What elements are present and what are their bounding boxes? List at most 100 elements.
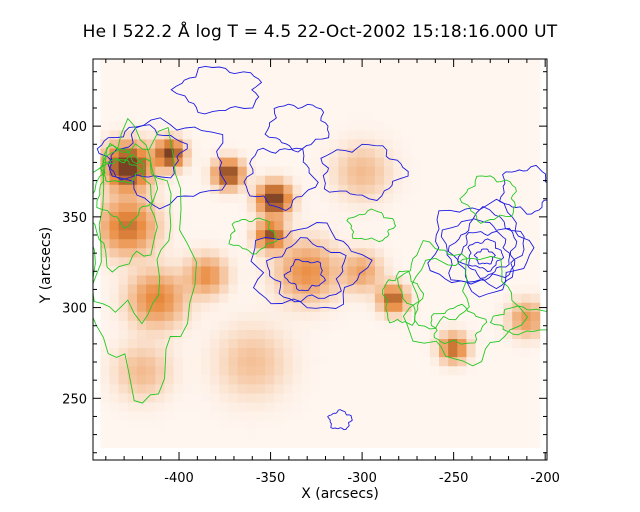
image-pixel (438, 184, 449, 194)
image-pixel (118, 202, 129, 213)
image-pixel (384, 66, 394, 76)
image-pixel (155, 429, 165, 439)
image-pixel (191, 274, 202, 285)
image-pixel (237, 111, 248, 122)
image-pixel (191, 66, 202, 76)
image-pixel (429, 102, 440, 113)
image-pixel (329, 401, 339, 412)
image-pixel (255, 193, 266, 203)
image-pixel (292, 411, 303, 421)
image-pixel (356, 374, 367, 385)
image-pixel (466, 374, 477, 385)
image-pixel (384, 320, 394, 330)
image-pixel (100, 438, 111, 448)
image-pixel (503, 75, 513, 85)
image-pixel (338, 284, 349, 294)
image-pixel (374, 220, 385, 231)
image-pixel (274, 284, 284, 294)
image-pixel (292, 129, 303, 140)
image-pixel (265, 211, 275, 222)
image-pixel (255, 392, 266, 403)
image-pixel (521, 66, 532, 76)
image-pixel (402, 84, 413, 95)
image-pixel (219, 392, 230, 403)
image-pixel (210, 247, 220, 258)
image-pixel (146, 320, 156, 330)
image-pixel (201, 229, 211, 240)
image-pixel (530, 256, 541, 267)
image-pixel (219, 238, 230, 249)
image-pixel (219, 265, 230, 276)
image-pixel (201, 411, 211, 421)
image-pixel (402, 138, 413, 149)
image-pixel (512, 211, 522, 222)
image-pixel (136, 365, 147, 376)
image-pixel (475, 420, 486, 430)
image-pixel (219, 247, 230, 258)
image-pixel (210, 238, 220, 249)
image-pixel (274, 120, 284, 131)
image-pixel (173, 411, 184, 421)
image-pixel (228, 75, 239, 85)
image-pixel (530, 229, 541, 240)
image-pixel (283, 220, 294, 231)
image-pixel (365, 229, 376, 240)
image-pixel (283, 175, 294, 185)
image-pixel (265, 229, 275, 240)
image-pixel (411, 93, 422, 104)
image-pixel (493, 383, 504, 394)
image-pixel (274, 329, 284, 340)
image-pixel (493, 411, 504, 421)
image-pixel (265, 265, 275, 276)
image-pixel (237, 247, 248, 258)
image-pixel (393, 75, 403, 85)
image-pixel (155, 265, 165, 276)
image-pixel (265, 75, 275, 85)
image-pixel (493, 293, 504, 303)
image-pixel (210, 392, 220, 403)
image-pixel (283, 265, 294, 276)
image-pixel (320, 411, 330, 421)
image-pixel (530, 365, 541, 376)
image-pixel (503, 138, 513, 149)
image-pixel (246, 93, 257, 104)
image-pixel (356, 193, 367, 203)
image-pixel (374, 329, 385, 340)
image-pixel (393, 420, 403, 430)
image-pixel (292, 365, 303, 376)
image-pixel (228, 311, 239, 321)
image-pixel (118, 284, 129, 294)
image-pixel (173, 347, 184, 358)
image-pixel (320, 374, 330, 385)
image-pixel (310, 166, 321, 176)
image-pixel (146, 329, 156, 340)
image-pixel (347, 59, 358, 67)
image-pixel (191, 166, 202, 176)
image-pixel (438, 75, 449, 85)
image-pixel (127, 356, 138, 367)
image-pixel (420, 302, 431, 312)
image-pixel (100, 293, 111, 303)
image-pixel (484, 193, 495, 203)
image-pixel (411, 392, 422, 403)
image-pixel (283, 66, 294, 76)
image-pixel (301, 193, 312, 203)
image-pixel (164, 75, 175, 85)
image-pixel (201, 66, 211, 76)
image-pixel (237, 284, 248, 294)
image-pixel (146, 147, 156, 158)
image-pixel (356, 184, 367, 194)
image-pixel (265, 392, 275, 403)
image-pixel (310, 220, 321, 231)
image-pixel (466, 166, 477, 176)
image-pixel (503, 256, 513, 267)
image-pixel (356, 311, 367, 321)
image-pixel (182, 84, 193, 95)
image-pixel (136, 138, 147, 149)
contour-blue (243, 147, 319, 212)
x-tick-label: -200 (530, 471, 560, 486)
image-pixel (338, 274, 349, 285)
image-pixel (100, 166, 111, 176)
image-pixel (191, 411, 202, 421)
image-pixel (246, 401, 257, 412)
